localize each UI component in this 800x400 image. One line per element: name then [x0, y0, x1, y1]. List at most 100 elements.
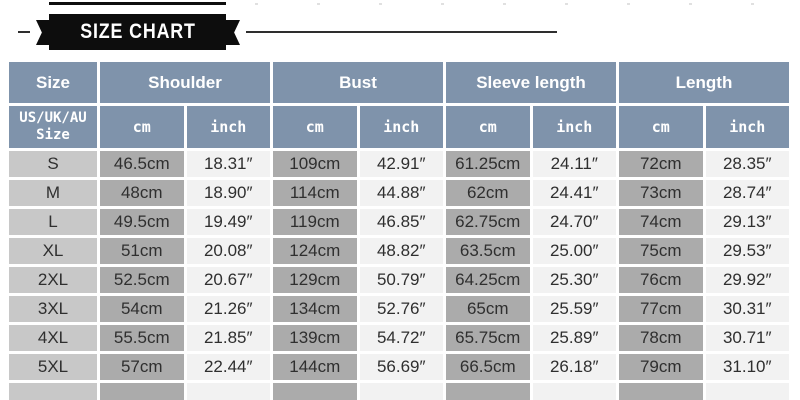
table-row: M 48cm 18.90″ 114cm 44.88″ 62cm 24.41″ 73cm 28.7… [9, 180, 789, 206]
value-cell: 21.85″ [186, 325, 270, 351]
value-cell: 25.89″ [532, 325, 616, 351]
value-cell: 22.44″ [186, 354, 270, 380]
value-cell: 28.35″ [705, 151, 789, 177]
value-cell: 64.25cm [446, 267, 530, 293]
size-cell: 3XL [9, 296, 97, 322]
table-row: L 49.5cm 19.49″ 119cm 46.85″ 62.75cm 24.70″ 74c… [9, 209, 789, 235]
size-cell: L [9, 209, 97, 235]
value-cell: 42.91″ [359, 151, 443, 177]
value-cell: 62cm [446, 180, 530, 206]
value-cell: 144cm [273, 354, 357, 380]
value-cell: 74cm [619, 209, 703, 235]
cropped-artifact-dots [255, 3, 760, 5]
group-header-length: Length [619, 62, 789, 103]
sub-header-cm-5: cm [446, 106, 530, 148]
group-header-bust: Bust [273, 62, 443, 103]
value-cell [359, 383, 443, 400]
value-cell: 18.31″ [186, 151, 270, 177]
value-cell: 24.70″ [532, 209, 616, 235]
value-cell: 78cm [619, 325, 703, 351]
value-cell: 75cm [619, 238, 703, 264]
value-cell: 77cm [619, 296, 703, 322]
value-cell [273, 383, 357, 400]
value-cell [532, 383, 616, 400]
sub-header-cm-7: cm [619, 106, 703, 148]
value-cell: 73cm [619, 180, 703, 206]
table-row: XL 51cm 20.08″ 124cm 48.82″ 63.5cm 25.00″ 75cm 2… [9, 238, 789, 264]
value-cell: 29.92″ [705, 267, 789, 293]
value-cell: 62.75cm [446, 209, 530, 235]
value-cell: 25.30″ [532, 267, 616, 293]
value-cell: 28.74″ [705, 180, 789, 206]
value-cell: 52.5cm [100, 267, 184, 293]
value-cell: 31.10″ [705, 354, 789, 380]
sub-header-size-system: US/UK/AU Size [9, 106, 97, 148]
value-cell: 66.5cm [446, 354, 530, 380]
value-cell: 56.69″ [359, 354, 443, 380]
value-cell [100, 383, 184, 400]
size-table-head: Size Shoulder Bust Sleeve length Length US/U… [9, 62, 789, 148]
value-cell: 54.72″ [359, 325, 443, 351]
value-cell: 52.76″ [359, 296, 443, 322]
value-cell: 24.41″ [532, 180, 616, 206]
sub-header-inch-8: inch [705, 106, 789, 148]
value-cell: 72cm [619, 151, 703, 177]
table-row: S 46.5cm 18.31″ 109cm 42.91″ 61.25cm 24.11″ 72c… [9, 151, 789, 177]
value-cell: 48cm [100, 180, 184, 206]
group-header-shoulder: Shoulder [100, 62, 270, 103]
value-cell: 124cm [273, 238, 357, 264]
value-cell: 26.18″ [532, 354, 616, 380]
value-cell: 29.13″ [705, 209, 789, 235]
value-cell: 21.26″ [186, 296, 270, 322]
value-cell: 61.25cm [446, 151, 530, 177]
value-cell: 57cm [100, 354, 184, 380]
group-header-size: Size [9, 62, 97, 103]
value-cell: 18.90″ [186, 180, 270, 206]
right-rule-line [246, 31, 557, 33]
value-cell: 65.75cm [446, 325, 530, 351]
value-cell: 65cm [446, 296, 530, 322]
value-cell: 25.59″ [532, 296, 616, 322]
value-cell: 48.82″ [359, 238, 443, 264]
size-table: Size Shoulder Bust Sleeve length Length US/U… [6, 59, 792, 400]
size-cell: 4XL [9, 325, 97, 351]
table-row: 2XL 52.5cm 20.67″ 129cm 50.79″ 64.25cm 25.30″ 7… [9, 267, 789, 293]
value-cell: 20.67″ [186, 267, 270, 293]
size-table-body: S 46.5cm 18.31″ 109cm 42.91″ 61.25cm 24.11″ 72c… [9, 151, 789, 400]
value-cell: 63.5cm [446, 238, 530, 264]
size-cell [9, 383, 97, 400]
cropped-partial-row [9, 383, 789, 400]
value-cell: 29.53″ [705, 238, 789, 264]
value-cell: 114cm [273, 180, 357, 206]
table-row: 5XL 57cm 22.44″ 144cm 56.69″ 66.5cm 26.18″ 79cm… [9, 354, 789, 380]
sub-header-cm-3: cm [273, 106, 357, 148]
table-row: 4XL 55.5cm 21.85″ 139cm 54.72″ 65.75cm 25.89″ 7… [9, 325, 789, 351]
value-cell: 79cm [619, 354, 703, 380]
ribbon-tail-right [226, 20, 240, 45]
sub-header-inch-4: inch [359, 106, 443, 148]
size-cell: 2XL [9, 267, 97, 293]
value-cell: 139cm [273, 325, 357, 351]
value-cell: 50.79″ [359, 267, 443, 293]
value-cell: 51cm [100, 238, 184, 264]
banner-title: SIZE CHART [79, 20, 196, 43]
value-cell: 54cm [100, 296, 184, 322]
value-cell: 129cm [273, 267, 357, 293]
value-cell: 109cm [273, 151, 357, 177]
value-cell: 30.31″ [705, 296, 789, 322]
sub-header-cm-1: cm [100, 106, 184, 148]
value-cell: 119cm [273, 209, 357, 235]
ribbon-tail-left [36, 20, 50, 45]
ribbon-top-edge [49, 2, 226, 5]
group-header-sleeve-length: Sleeve length [446, 62, 616, 103]
size-cell: M [9, 180, 97, 206]
size-cell: XL [9, 238, 97, 264]
size-cell: 5XL [9, 354, 97, 380]
value-cell: 44.88″ [359, 180, 443, 206]
value-cell: 55.5cm [100, 325, 184, 351]
value-cell: 46.5cm [100, 151, 184, 177]
value-cell: 30.71″ [705, 325, 789, 351]
sub-header-inch-2: inch [186, 106, 270, 148]
value-cell [186, 383, 270, 400]
